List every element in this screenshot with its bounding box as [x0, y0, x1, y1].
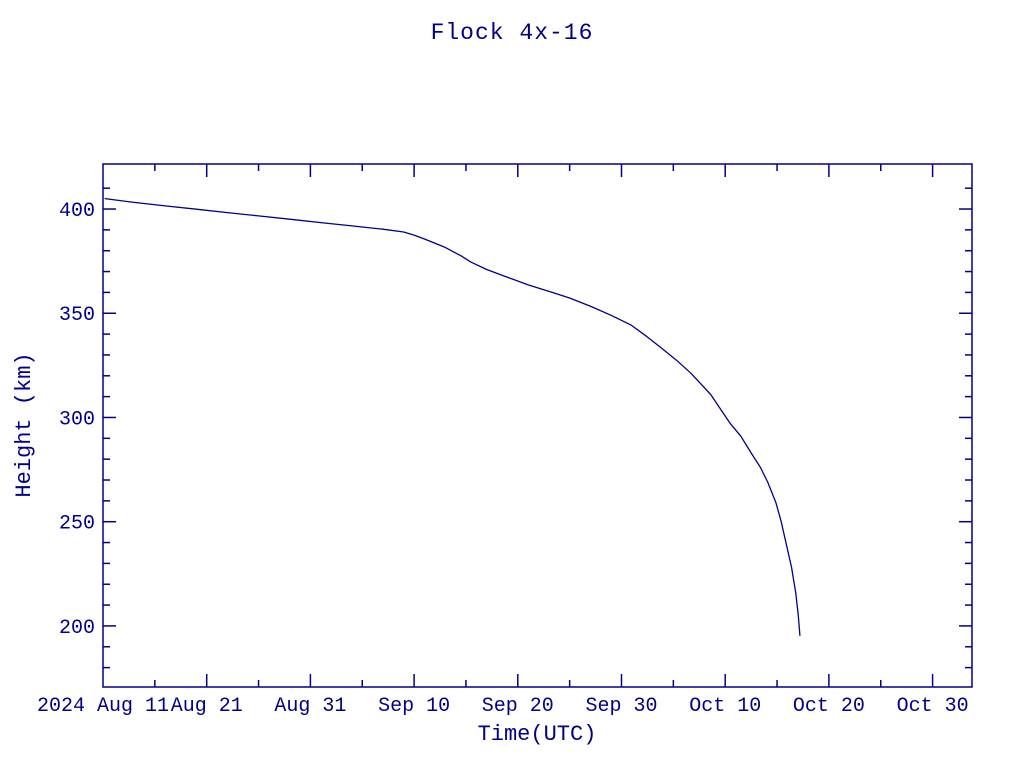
x-tick-label: Aug 31 — [274, 695, 346, 718]
chart-title: Flock 4x-16 — [431, 20, 594, 46]
height-curve — [104, 197, 801, 636]
y-axis-label: Height (km) — [12, 352, 37, 497]
y-tick-label: 250 — [59, 513, 95, 536]
x-tick-label: Sep 10 — [378, 695, 450, 718]
plot-area: 2024 Aug 11 Aug 21 Aug 31 Sep 10 Sep 20 Sep 3… — [37, 163, 973, 718]
x-tick-label: Aug 21 — [171, 695, 243, 718]
y-tick-label: 300 — [59, 408, 95, 431]
x-tick-label: Oct 10 — [689, 695, 761, 718]
x-tick-label: Oct 20 — [793, 695, 865, 718]
x-tick-label: Sep 20 — [482, 695, 554, 718]
x-tick-label: Oct 30 — [897, 695, 969, 718]
y-tick-label: 400 — [59, 200, 95, 223]
x-tick-label: Sep 30 — [585, 695, 657, 718]
x-tick-label: 2024 Aug 11 — [37, 695, 169, 718]
x-axis-label: Time(UTC) — [478, 722, 597, 747]
axes-frame — [102, 163, 973, 688]
y-tick-label: 350 — [59, 304, 95, 327]
y-tick-label: 200 — [59, 617, 95, 640]
